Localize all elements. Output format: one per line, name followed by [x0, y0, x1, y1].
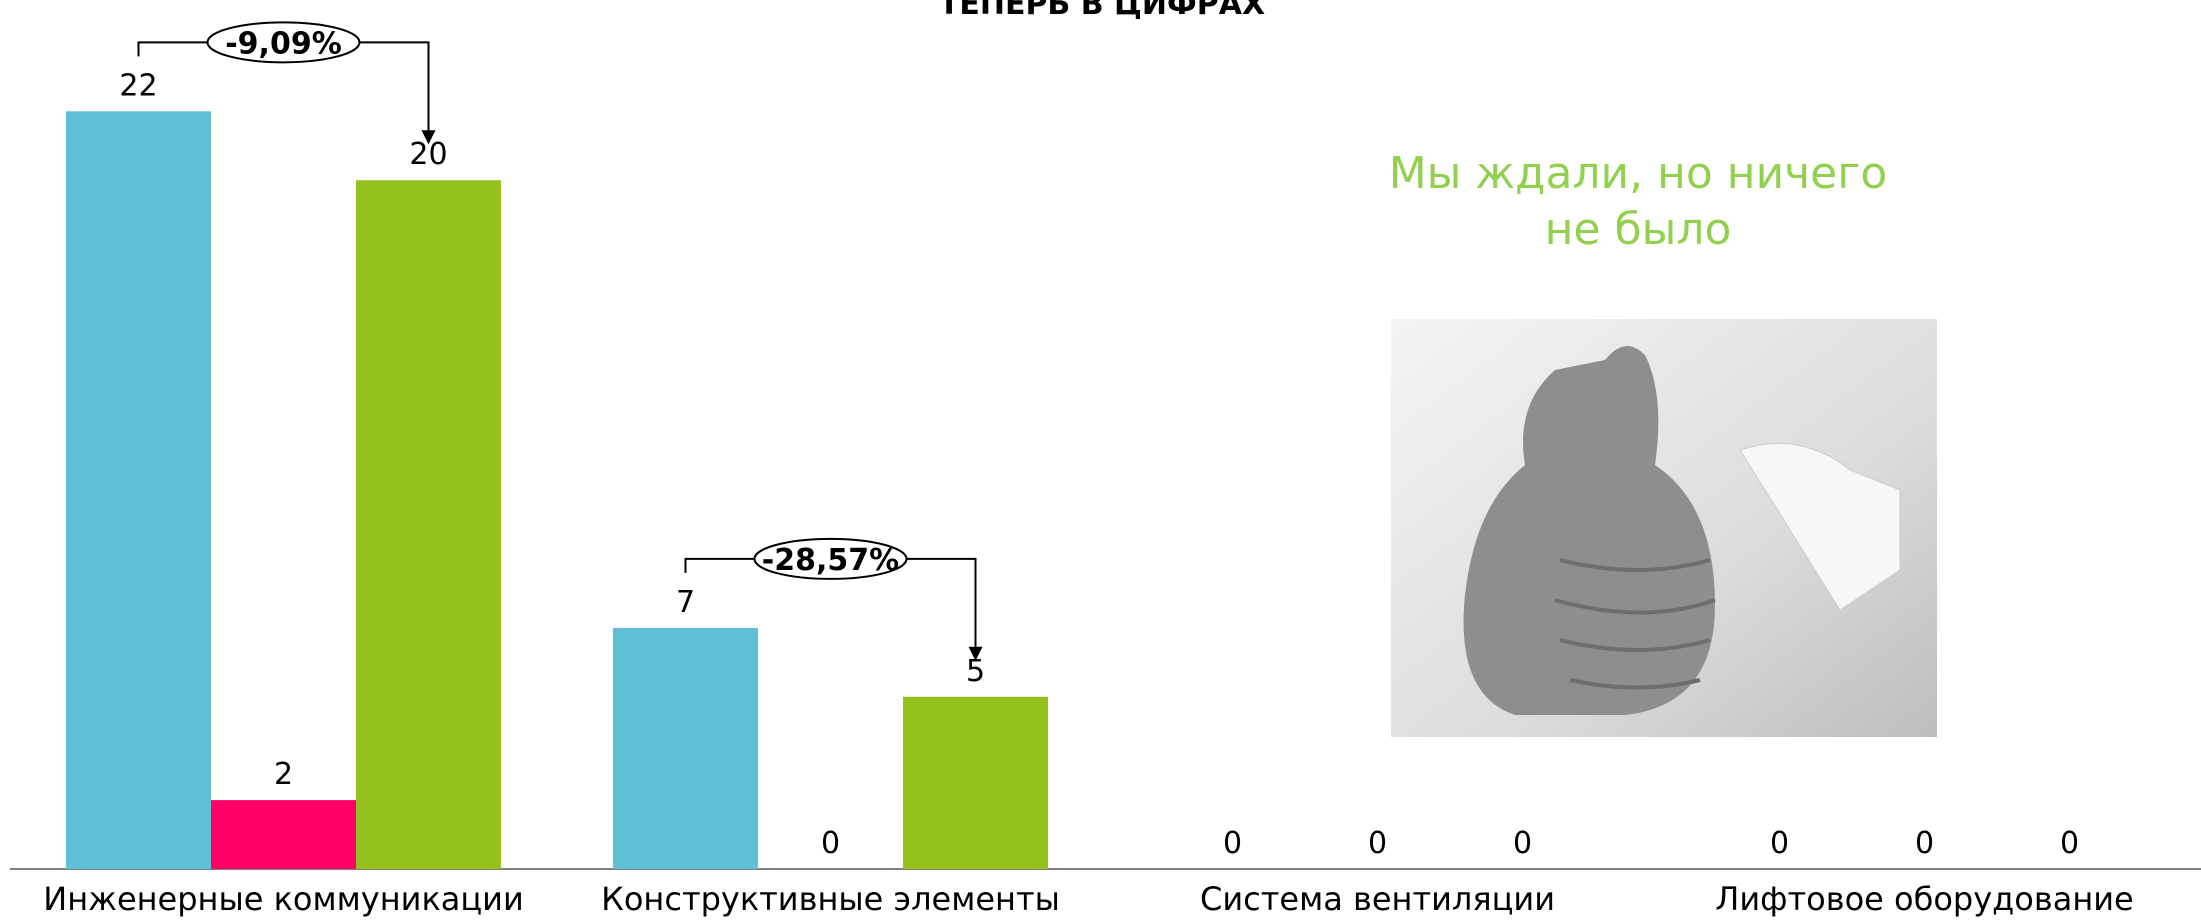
- bar: [211, 800, 356, 869]
- data-label: 0: [1513, 826, 1532, 861]
- x-tick-label: Система вентиляции: [1200, 880, 1555, 918]
- arrow-head: [968, 646, 983, 661]
- bar: [356, 180, 501, 869]
- note-text: не было: [1545, 204, 1732, 255]
- data-label: 0: [1223, 826, 1242, 861]
- bar: [66, 111, 211, 869]
- x-tick-label: Инженерные коммуникации: [43, 880, 524, 918]
- data-label: 0: [2060, 826, 2079, 861]
- data-label: 2: [274, 757, 293, 792]
- annotation-bubble: [753, 537, 908, 580]
- data-label: 0: [1770, 826, 1789, 861]
- bar: [903, 696, 1048, 869]
- chart-title: ТЕПЕРЬ В ЦИФРАХ: [939, 0, 1265, 22]
- arrow-head: [421, 130, 436, 145]
- data-label: 0: [1915, 826, 1934, 861]
- data-label: 0: [821, 826, 840, 861]
- photo: [1391, 319, 1937, 737]
- annotation-text: -28,57%: [762, 543, 899, 578]
- data-label: 5: [966, 654, 985, 689]
- annotation-text: -9,09%: [225, 26, 342, 61]
- note-text: Мы ждали, но ничего: [1389, 148, 1888, 199]
- annotation-bubble: [206, 21, 361, 64]
- x-tick-label: Конструктивные элементы: [601, 880, 1060, 918]
- x-tick-label: Лифтовое оборудование: [1715, 880, 2133, 918]
- data-label: 0: [1368, 826, 1387, 861]
- data-label: 22: [119, 68, 157, 103]
- bar: [613, 627, 758, 869]
- data-label: 7: [676, 585, 695, 620]
